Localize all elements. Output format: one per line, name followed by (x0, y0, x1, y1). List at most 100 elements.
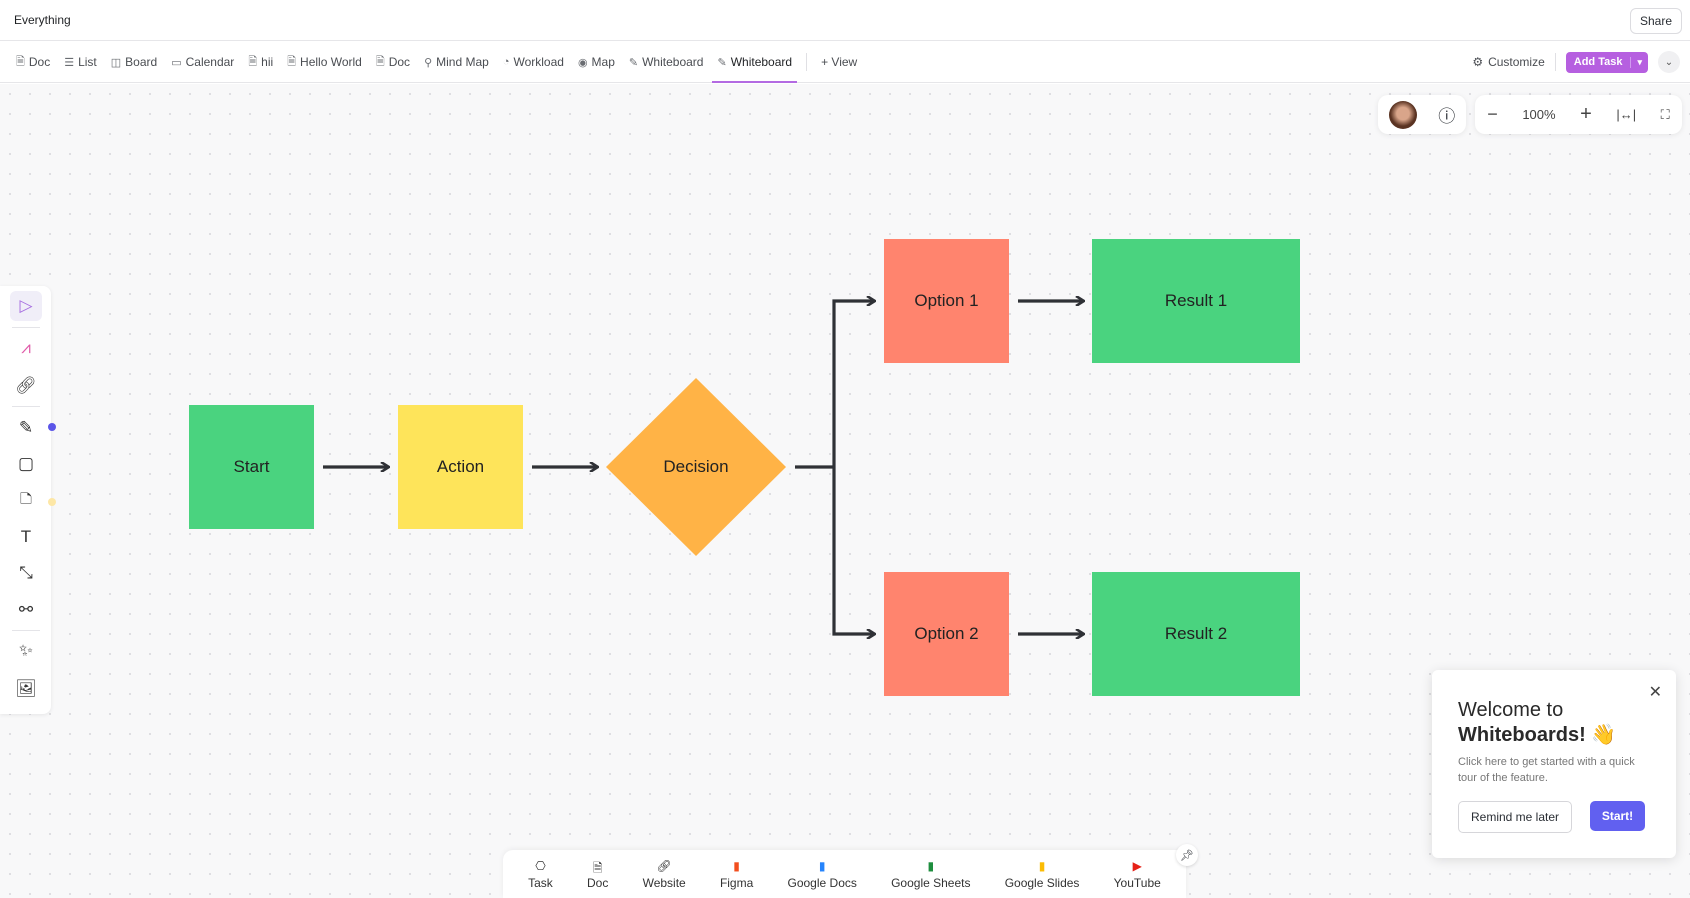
figma-icon: ▮ (733, 858, 740, 873)
embed-label: Google Sheets (891, 875, 971, 890)
result2-node[interactable]: Result 2 (1092, 572, 1300, 696)
embed-label: Doc (587, 875, 609, 890)
add-view-button[interactable]: + View (821, 55, 858, 69)
tab-label: Board (125, 55, 158, 69)
embed-label: Google Docs (787, 875, 857, 890)
embed-website[interactable]: 🔗︎ Website (643, 859, 686, 890)
tab-hii[interactable]: 🗎 hii (248, 41, 273, 83)
arrow-to-option1 (832, 301, 874, 467)
tab-workload[interactable]: ◔ Workload (503, 41, 564, 83)
embed-doc[interactable]: 🗎 Doc (587, 859, 608, 890)
tab-calendar[interactable]: ▭ Calendar (171, 41, 234, 83)
top-header: Everything Share (0, 0, 1690, 41)
sticky-color-dot[interactable] (48, 498, 56, 506)
text-icon[interactable]: T (20, 527, 32, 546)
zoom-in-icon[interactable]: + (1580, 103, 1592, 125)
collapse-chevron-button[interactable]: ⌄ (1658, 51, 1680, 73)
board-icon: ◫ (110, 56, 122, 69)
doc-icon: 🗎 (248, 55, 258, 68)
left-toolbar: ▷ ⩘ 🔗︎ ✎ ▢ 🗅 T ⤡ ⚯ ✨︎ 🖼︎ (0, 286, 56, 714)
decision-label: Decision (663, 457, 729, 476)
info-icon[interactable]: ⓘ (1438, 107, 1456, 126)
whiteboard-canvas[interactable]: Start Action Decision Option 1 Option 2 … (0, 84, 1690, 898)
tab-label: Workload (513, 55, 564, 69)
pin-icon[interactable]: 📌︎ (1176, 844, 1198, 866)
tab-whiteboard-active[interactable]: ✎ Whiteboard (712, 41, 797, 83)
chevron-down-icon[interactable]: ▾ (1630, 56, 1648, 68)
mindmap-icon[interactable]: ⚯ (18, 600, 34, 619)
tab-label: Whiteboard (730, 55, 793, 69)
avatar[interactable] (1388, 100, 1417, 129)
image-icon[interactable]: 🖼︎ (15, 679, 37, 698)
fullscreen-icon[interactable]: ⛶ (1660, 106, 1670, 122)
doc-icon: 🗎 (592, 860, 603, 875)
start-node[interactable]: Start (189, 405, 314, 529)
tab-label: hii (261, 55, 274, 69)
zoom-level: 100% (1522, 107, 1556, 122)
link-icon[interactable]: 🔗︎ (15, 376, 37, 395)
embed-label: Website (642, 875, 686, 890)
embed-google-sheets[interactable]: ▮ Google Sheets (891, 859, 970, 890)
mindmap-icon: ⚲ (424, 56, 433, 69)
pen-color-dot[interactable] (48, 423, 56, 431)
embed-figma[interactable]: ▮ Figma (720, 859, 753, 890)
zoom-controls: − 100% + |↔| ⛶ (1475, 95, 1682, 134)
tab-label: Calendar (185, 55, 235, 69)
start-tour-button[interactable]: Start! (1590, 801, 1645, 831)
gear-icon: ⚙ (1472, 55, 1484, 69)
customize-button[interactable]: ⚙ Customize (1472, 55, 1544, 69)
divider (806, 53, 808, 71)
customize-label: Customize (1488, 55, 1545, 69)
pen-icon[interactable]: ✎ (18, 418, 34, 437)
embed-bar: ⎔ Task 🗎 Doc 🔗︎ Website ▮ Figma ▮ Google Docs… (503, 850, 1186, 898)
wave-icon: 👋 (1591, 724, 1617, 746)
embed-google-docs[interactable]: ▮ Google Docs (788, 859, 857, 890)
zoom-out-icon[interactable]: − (1487, 104, 1498, 124)
tab-map[interactable]: ◉ Map (578, 41, 615, 83)
embed-label: YouTube (1113, 875, 1161, 890)
popup-body: Click here to get started with a quick t… (1458, 756, 1635, 784)
gauge-icon: ◔ (502, 56, 510, 68)
tab-mind-map[interactable]: ⚲ Mind Map (424, 41, 489, 83)
sticky-note-icon[interactable]: 🗅 (19, 488, 33, 508)
add-task-button[interactable]: Add Task ▾ (1565, 51, 1648, 73)
rectangle-icon[interactable]: ▢ (17, 454, 35, 473)
tab-label: Hello World (300, 55, 362, 69)
paperclip-icon: 🔗︎ (656, 858, 672, 873)
option1-node[interactable]: Option 1 (884, 239, 1009, 363)
connector-icon[interactable]: ⤡ (19, 563, 33, 582)
tab-whiteboard[interactable]: ✎ Whiteboard (629, 41, 704, 83)
magic-wand-icon[interactable]: ✨︎ (19, 641, 33, 660)
share-button[interactable]: Share (1629, 8, 1682, 34)
clickup-ai-icon[interactable]: ⩘ (21, 338, 31, 357)
tab-doc[interactable]: 🗎 Doc (16, 41, 50, 83)
embed-youtube[interactable]: ▶ YouTube (1114, 859, 1161, 890)
decision-diamond[interactable] (606, 378, 786, 556)
fit-width-icon[interactable]: |↔| (1616, 107, 1637, 122)
tab-board[interactable]: ◫ Board (111, 41, 157, 83)
doc-icon: 🗎 (375, 55, 385, 68)
embed-label: Task (528, 875, 553, 890)
tab-label: Map (591, 55, 615, 69)
tab-label: Whiteboard (642, 55, 704, 69)
tab-label: List (78, 55, 97, 69)
youtube-icon: ▶ (1132, 858, 1142, 873)
add-task-label: Add Task (1573, 56, 1623, 68)
close-icon[interactable]: ✕ (1648, 684, 1662, 701)
doc-icon: 🗎 (287, 55, 297, 68)
tab-list[interactable]: ☰ List (64, 41, 97, 83)
tab-doc-2[interactable]: 🗎 Doc (376, 41, 410, 83)
embed-label: Figma (719, 875, 754, 890)
action-node[interactable]: Action (398, 405, 523, 529)
embed-google-slides[interactable]: ▮ Google Slides (1005, 859, 1080, 890)
map-pin-icon: ◉ (577, 56, 588, 69)
arrow-to-option2 (832, 467, 874, 634)
option2-node[interactable]: Option 2 (884, 572, 1009, 696)
welcome-popup[interactable]: ✕ Welcome to Whiteboards! 👋 Click here t… (1432, 670, 1676, 858)
embed-task[interactable]: ⎔ Task (528, 859, 553, 890)
connectors (323, 84, 1690, 898)
select-tool-icon[interactable]: ▷ (10, 291, 42, 321)
remind-later-button[interactable]: Remind me later (1458, 801, 1572, 833)
tab-hello-world[interactable]: 🗎 Hello World (287, 41, 362, 83)
result1-node[interactable]: Result 1 (1092, 239, 1300, 363)
